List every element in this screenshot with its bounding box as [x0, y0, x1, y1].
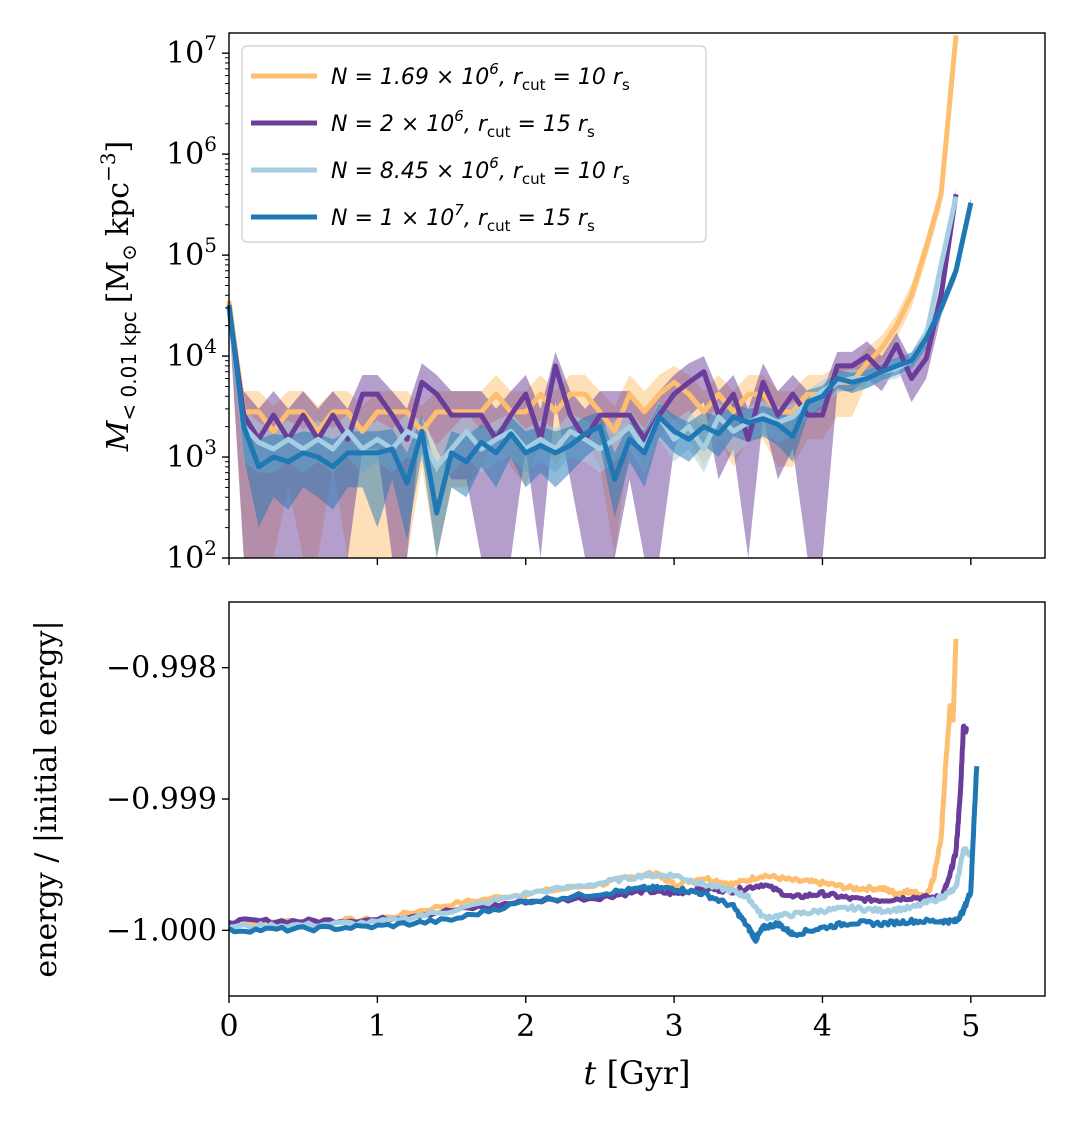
bottom-ytick-label: −0.998	[106, 651, 217, 686]
energy-line-N845	[228, 846, 973, 931]
energy-line-N169	[228, 638, 959, 928]
line-N1e7	[226, 202, 974, 516]
svg-text:M< 0.01 kpc[M⊙kpc−3]: M< 0.01 kpc [M⊙ kpc−3]	[96, 141, 141, 453]
ytick-label: 106	[166, 132, 217, 172]
bottom-series-lines	[227, 638, 980, 944]
top-ylabel-main: M	[101, 419, 136, 452]
bottom-y-axis-label: energy / |initial energy|	[29, 620, 64, 977]
top-ylabel-exp: −3	[96, 152, 120, 181]
band-N1e7	[229, 197, 971, 558]
legend-label-N2: N = 2 × 106, rcut = 15 rs	[331, 107, 595, 141]
top-ylabel-kpc: kpc	[101, 182, 136, 236]
bottom-xtick-label: 4	[813, 1009, 832, 1044]
bottom-xtick-label: 2	[516, 1009, 535, 1044]
bottom-xtick-label: 3	[665, 1009, 684, 1044]
ytick-label: 102	[166, 536, 217, 576]
energy-line-N1e7	[227, 766, 980, 944]
ytick-label: 107	[166, 31, 217, 71]
legend-label-N845: N = 8.45 × 106, rcut = 10 rs	[331, 154, 630, 188]
bottom-ytick-label: −1.000	[106, 913, 217, 948]
legend-label-N169: N = 1.69 × 106, rcut = 10 rs	[331, 60, 630, 94]
bottom-ytick-label: −0.999	[106, 782, 217, 817]
x-axis-label-t: t	[584, 1054, 597, 1092]
bottom-y-ticks: −1.000 −0.999 −0.998	[106, 651, 229, 948]
x-axis-label: t [Gyr]	[584, 1054, 691, 1092]
bottom-xtick-label: 0	[219, 1009, 238, 1044]
ytick-label: 104	[166, 334, 217, 374]
legend-label-N1e7: N = 1 × 107, rcut = 15 rs	[331, 201, 595, 235]
top-ylabel-sub: < 0.01 kpc	[117, 311, 141, 420]
top-ylabel-sun: ⊙	[117, 244, 141, 261]
bottom-xtick-label: 1	[368, 1009, 387, 1044]
top-ylabel-units: [M	[101, 261, 136, 303]
legend: N = 1.69 × 106, rcut = 10 rs N = 2 × 106,…	[241, 45, 707, 243]
top-y-ticks: 102 103 104 105 106 107	[166, 31, 229, 576]
top-series-lines	[226, 35, 974, 516]
bottom-panel: −1.000 −0.999 −0.998 0 1 2 3 4 5 energy / |init…	[29, 601, 1046, 1092]
ytick-label: 103	[166, 435, 217, 475]
legend-entries: N = 1.69 × 106, rcut = 10 rs N = 2 × 106,…	[251, 60, 630, 235]
x-axis-label-units: [Gyr]	[596, 1054, 690, 1092]
top-y-axis-label: M< 0.01 kpc [M⊙ kpc−3]	[96, 141, 141, 453]
energy-line-N2	[228, 723, 969, 926]
bottom-x-ticks: 0 1 2 3 4 5	[219, 996, 980, 1044]
bottom-xtick-label: 5	[961, 1009, 980, 1044]
top-x-ticks	[228, 558, 972, 565]
legend-box	[241, 45, 707, 243]
ytick-label: 105	[166, 233, 217, 273]
top-ylabel-close: ]	[101, 141, 136, 153]
